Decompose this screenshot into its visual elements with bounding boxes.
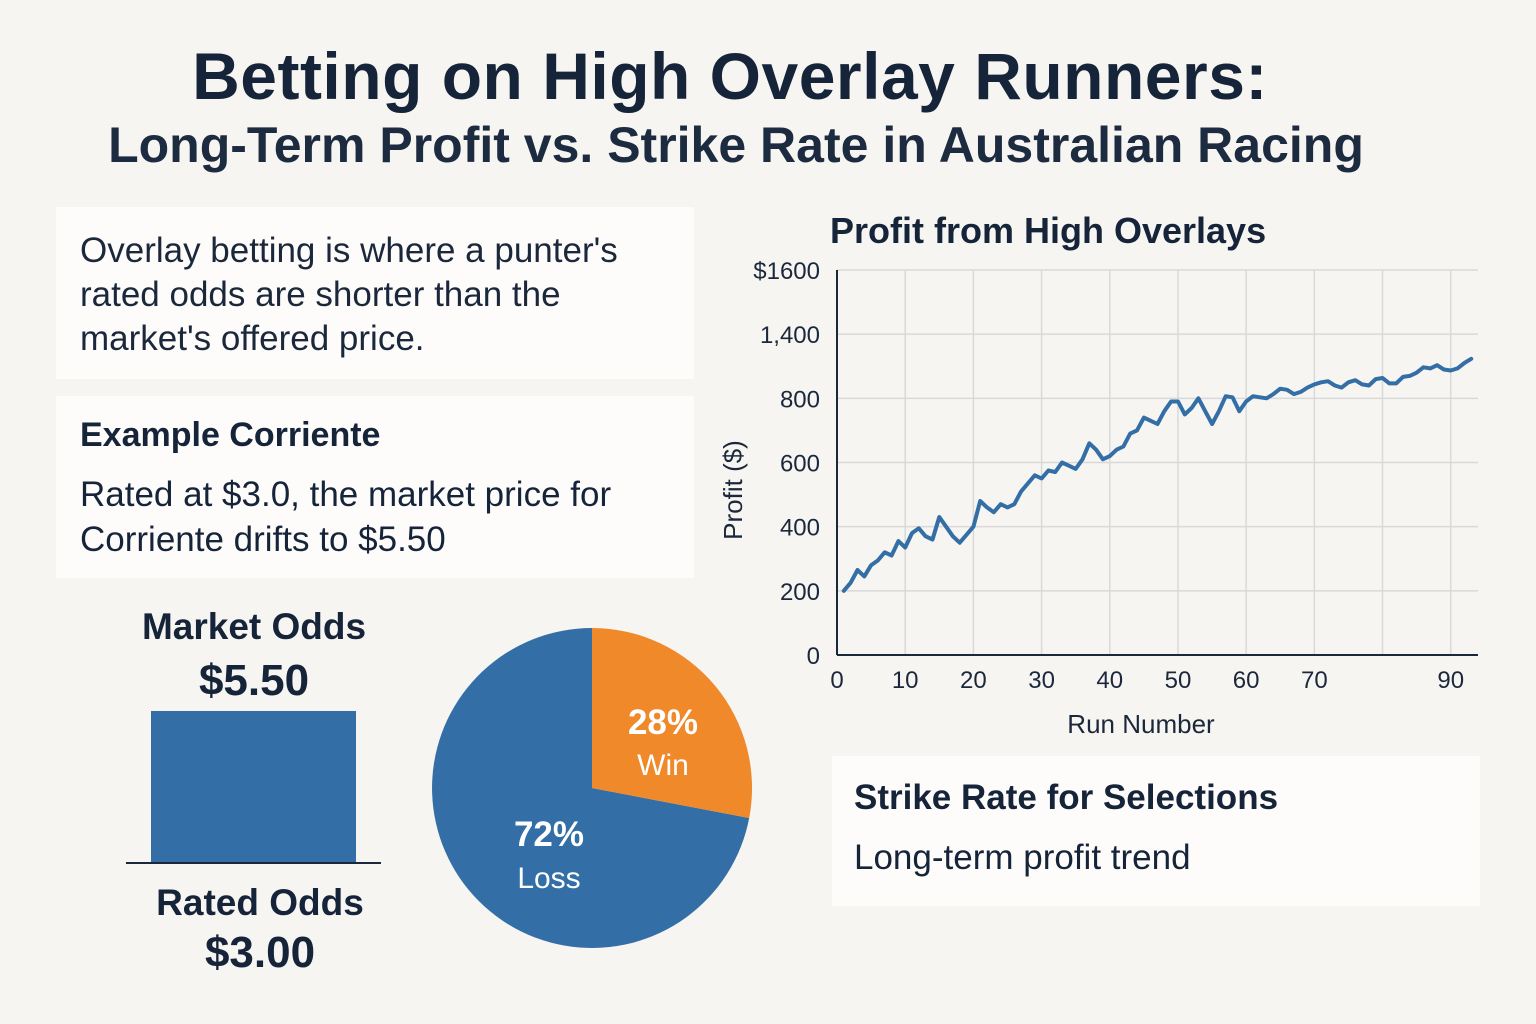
y-tick-label: 200 [780,579,820,606]
y-tick-label: 1,400 [760,322,820,349]
x-tick-label: 20 [960,667,987,694]
page-title: Betting on High Overlay Runners: [192,39,1268,113]
pie-slice-loss [432,628,750,949]
x-tick-label: 30 [1028,667,1055,694]
profit-line-chart: Profit from High Overlays 0 10 20 30 40 50 60 7… [718,210,1478,739]
rated-odds-label: Rated Odds [156,882,364,923]
x-axis-label: Run Number [1067,709,1215,739]
definition-text: Overlay betting is where a punter's rate… [80,231,618,358]
example-text: Rated at $3.0, the market price for Corr… [80,475,612,559]
chart-grid [837,269,1478,655]
win-percent-label: 28% [628,703,698,742]
y-tick-label: 400 [780,515,820,542]
x-tick-label: 10 [892,667,919,694]
x-tick-label: 50 [1165,667,1192,694]
y-tick-label: 800 [780,386,820,413]
x-tick-label: 40 [1096,667,1123,694]
rated-odds-value: $3.00 [204,928,316,977]
win-label: Win [637,749,689,782]
x-tick-label: 90 [1437,667,1464,694]
pie-slice-win [592,628,753,818]
loss-label: Loss [517,862,580,895]
y-tick-label: 0 [807,643,820,670]
x-tick-label: 0 [830,667,843,694]
strike-rate-heading: Strike Rate for Selections [854,778,1279,817]
odds-bar [151,711,356,863]
market-odds-label: Market Odds [141,606,367,647]
page-subtitle: Long-Term Profit vs. Strike Rate in Aust… [108,117,1364,173]
odds-bar-baseline [126,862,381,864]
strike-rate-card: Strike Rate for Selections Long-term pro… [832,756,1480,906]
profit-series-line [841,356,1474,593]
x-tick-label: 70 [1301,667,1328,694]
y-axis-label: Profit ($) [718,440,748,540]
strike-rate-pie-chart: 28% Win 72% Loss [432,628,753,949]
x-tick-labels: 0 10 20 30 40 50 60 70 90 [830,667,1464,694]
definition-card: Overlay betting is where a punter's rate… [56,207,694,379]
x-tick-label: 60 [1233,667,1260,694]
chart-title: Profit from High Overlays [830,210,1266,251]
example-card: Example Corriente Rated at $3.0, the mar… [56,396,694,578]
market-odds-value: $5.50 [198,656,310,705]
y-tick-label: $1600 [753,258,820,285]
strike-rate-text: Long-term profit trend [854,838,1191,877]
example-heading: Example Corriente [80,416,381,454]
y-tick-labels: 0 200 400 600 800 1,400 $1600 [753,258,820,670]
y-tick-label: 600 [780,451,820,478]
loss-percent-label: 72% [514,815,584,854]
